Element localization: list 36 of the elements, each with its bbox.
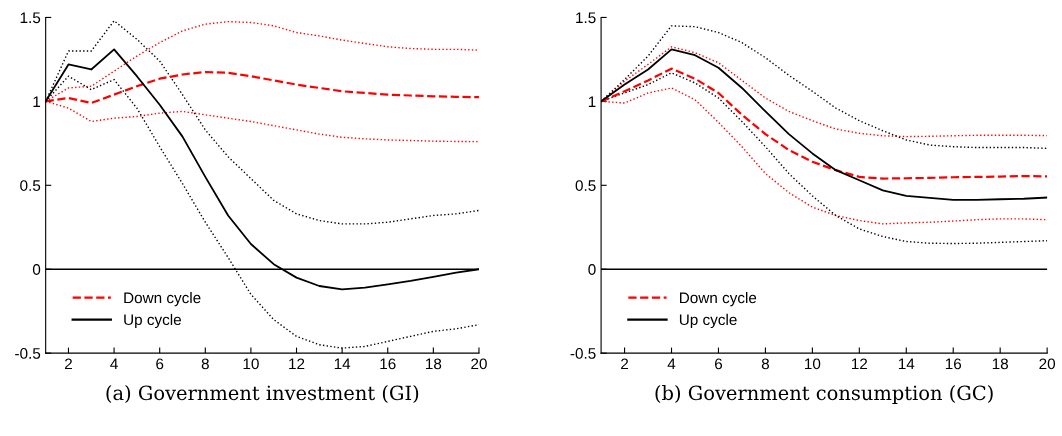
- y-tick-label: 1.5: [20, 12, 41, 24]
- y-tick-label: 0.5: [575, 180, 596, 191]
- y-tick-label: 1: [588, 96, 596, 107]
- x-tick-label: 16: [380, 358, 396, 370]
- legend-label: Up cycle: [124, 313, 181, 329]
- x-tick-label: 10: [805, 358, 821, 370]
- text: (a) Government investment (GI): [106, 385, 419, 403]
- text: (b) Government consumption (GC): [655, 385, 993, 404]
- y-tick-label: 0.5: [20, 180, 41, 191]
- x-tick-label: 14: [334, 358, 351, 370]
- y-tick-label: -0.5: [570, 348, 596, 359]
- y-tick-label: 0: [588, 264, 596, 275]
- x-tick-label: 20: [1039, 358, 1056, 370]
- y-tick-label: -0.5: [15, 348, 41, 359]
- y-tick-label: 1.5: [576, 12, 596, 24]
- x-tick-label: 10: [243, 358, 259, 370]
- x-tick-label: 6: [715, 358, 723, 370]
- legend-label: Up cycle: [679, 313, 737, 329]
- x-tick-label: 2: [64, 358, 72, 370]
- x-tick-label: 20: [471, 358, 487, 370]
- legend-label: Down cycle: [680, 291, 757, 307]
- x-tick-label: 18: [426, 358, 442, 370]
- x-tick-label: 6: [156, 358, 164, 370]
- y-tick-label: 0: [32, 264, 41, 275]
- x-tick-label: 2: [621, 358, 629, 370]
- x-tick-label: 14: [898, 358, 915, 370]
- x-tick-label: 8: [761, 358, 770, 370]
- x-tick-label: 12: [289, 358, 305, 370]
- x-tick-label: 8: [201, 358, 209, 370]
- x-tick-label: 4: [110, 358, 118, 370]
- x-tick-label: 18: [992, 358, 1009, 370]
- legend-label: Down cycle: [124, 291, 201, 307]
- x-tick-label: 16: [945, 358, 962, 370]
- x-tick-label: 4: [667, 358, 676, 370]
- y-tick-label: 1: [33, 96, 41, 107]
- x-tick-label: 12: [851, 358, 868, 370]
